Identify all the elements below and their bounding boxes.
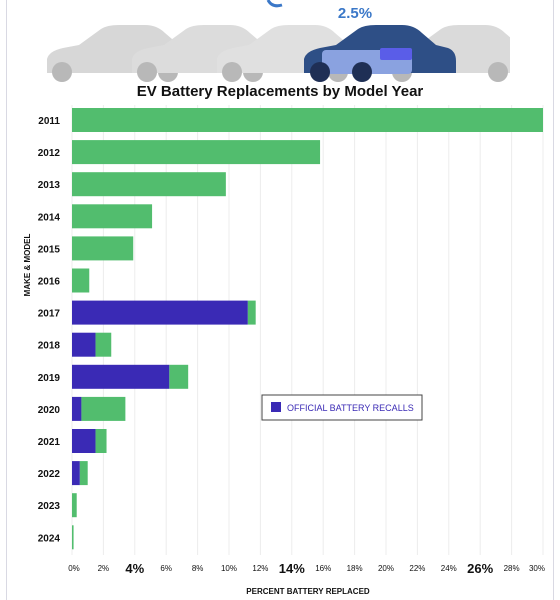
x-axis-title: PERCENT BATTERY REPLACED xyxy=(246,587,370,596)
y-tick-label: 2013 xyxy=(38,180,61,191)
bar-recall xyxy=(72,300,248,325)
bar-recall xyxy=(72,332,96,357)
bar-replacement xyxy=(247,300,256,325)
x-tick-label: 2% xyxy=(98,564,110,573)
y-tick-label: 2011 xyxy=(38,116,60,127)
y-tick-label: 2018 xyxy=(38,341,61,352)
x-tick-label: 16% xyxy=(315,564,331,573)
legend: OFFICIAL BATTERY RECALLS xyxy=(261,394,423,421)
legend-box xyxy=(261,394,423,421)
highlighted-car-icon xyxy=(304,25,456,82)
bar-replacement xyxy=(95,429,107,453)
bar-replacement xyxy=(72,493,77,518)
y-tick-label: 2015 xyxy=(38,244,61,255)
accent-arc xyxy=(266,0,283,8)
x-tick-label: 22% xyxy=(409,564,425,573)
x-tick-label: 30% xyxy=(529,564,545,573)
bar-recall xyxy=(72,461,80,486)
bar-replacement xyxy=(95,332,112,357)
x-tick-label: 24% xyxy=(441,564,457,573)
x-tick-label: 18% xyxy=(347,564,363,573)
legend-label-recalls: OFFICIAL BATTERY RECALLS xyxy=(287,403,414,413)
bar-replacement xyxy=(72,172,226,197)
y-tick-label: 2020 xyxy=(38,405,61,416)
cars-banner xyxy=(47,0,510,82)
x-tick-label: 0% xyxy=(68,564,80,573)
x-tick-label: 26% xyxy=(467,561,493,576)
y-axis-title: MAKE & MODEL xyxy=(23,234,32,297)
y-tick-label: 2017 xyxy=(38,309,61,320)
bar-replacement xyxy=(72,140,321,165)
bar-recall xyxy=(72,396,82,421)
y-tick-label: 2022 xyxy=(38,469,61,480)
y-tick-label: 2012 xyxy=(38,148,61,159)
y-tick-label: 2024 xyxy=(38,533,61,544)
x-tick-label: 14% xyxy=(279,561,305,576)
bar-replacement xyxy=(79,461,88,486)
bar-replacement xyxy=(169,364,189,389)
x-tick-labels: 0% 2% 4% 6% 8% 10% 12% 14% 16% 18% 20% 22% 24% 26% 28%… xyxy=(68,561,545,576)
legend-swatch-recalls xyxy=(271,402,281,412)
y-tick-label: 2019 xyxy=(38,373,61,384)
y-tick-labels: 2011 2012 2013 2014 2015 2016 2017 2018 2019 2020… xyxy=(38,116,61,544)
highlight-percentage: 2.5% xyxy=(337,5,373,22)
x-tick-label: 28% xyxy=(504,564,520,573)
x-tick-label: 6% xyxy=(160,564,172,573)
chart-frame xyxy=(6,0,554,600)
bar-replacement xyxy=(72,236,134,261)
bar-replacement xyxy=(72,268,90,293)
bar-replacement xyxy=(72,525,74,550)
y-tick-label: 2021 xyxy=(38,437,61,448)
bar-replacement xyxy=(72,204,153,229)
x-tick-label: 20% xyxy=(378,564,394,573)
x-tick-label: 12% xyxy=(252,564,268,573)
x-tick-label: 4% xyxy=(125,561,144,576)
bar-replacement xyxy=(81,396,126,421)
chart-title: EV Battery Replacements by Model Year xyxy=(136,83,424,100)
x-tick-label: 10% xyxy=(221,564,237,573)
y-tick-label: 2016 xyxy=(38,277,61,288)
y-tick-label: 2014 xyxy=(38,212,61,223)
bar-recall xyxy=(72,364,170,389)
bars xyxy=(72,108,543,550)
x-tick-label: 8% xyxy=(192,564,204,573)
bar-replacement xyxy=(72,108,543,132)
y-tick-label: 2023 xyxy=(38,501,61,512)
bar-recall xyxy=(72,429,96,453)
